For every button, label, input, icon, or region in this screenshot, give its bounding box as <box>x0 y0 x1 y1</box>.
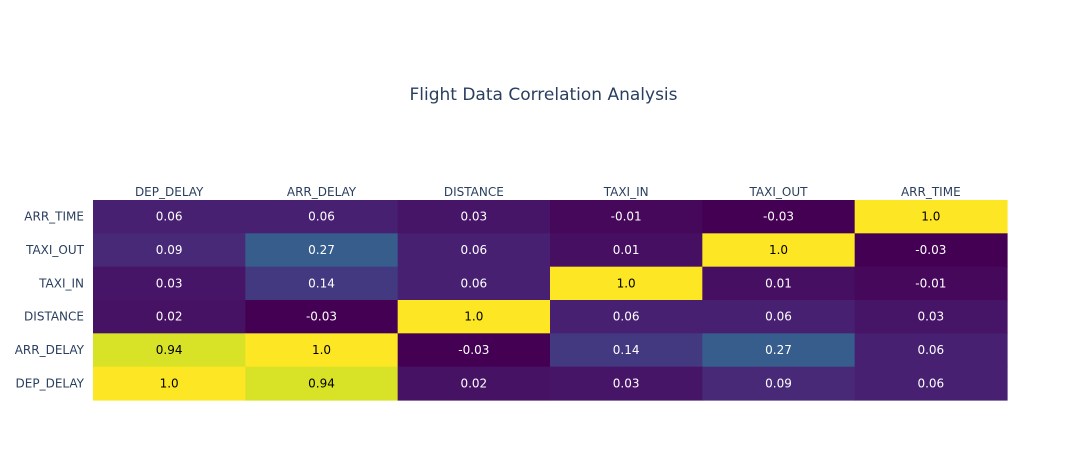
cell-value-label: -0.03 <box>763 210 794 224</box>
heatmap-cell <box>93 366 246 401</box>
cell-value-label: 1.0 <box>312 343 331 357</box>
heatmap-cell <box>702 366 856 401</box>
heatmap-cell <box>854 366 1008 401</box>
heatmap-cell <box>93 233 246 268</box>
heatmap-cell <box>550 333 703 368</box>
y-axis-tick-labels: ARR_TIME TAXI_OUT TAXI_IN DISTANCE ARR_DELAY… <box>15 210 85 391</box>
heatmap-cell <box>854 233 1008 268</box>
cell-value-label: 0.14 <box>308 276 335 290</box>
x-axis-tick-labels: DEP_DELAY ARR_DELAY DISTANCE TAXI_IN TAXI_OU… <box>135 185 961 199</box>
heatmap-cell <box>245 200 399 234</box>
heatmap-cell <box>397 233 551 268</box>
cell-value-label: 0.06 <box>156 210 183 224</box>
heatmap-cell <box>854 333 1008 368</box>
y-tick-label: ARR_TIME <box>24 210 84 224</box>
y-tick-label: DISTANCE <box>24 310 84 324</box>
heatmap-cell <box>93 333 246 368</box>
x-tick-label: DEP_DELAY <box>135 185 204 199</box>
cell-value-label: 0.09 <box>156 243 183 257</box>
x-tick-label: TAXI_OUT <box>749 185 809 199</box>
heatmap-cell <box>397 333 551 368</box>
heatmap-cell <box>854 266 1008 301</box>
cell-value-label: -0.03 <box>458 343 489 357</box>
heatmap-cell <box>245 233 399 268</box>
cell-value-label: -0.01 <box>915 276 946 290</box>
x-tick-label: DISTANCE <box>444 185 504 199</box>
cell-value-label: 0.06 <box>917 376 944 390</box>
cell-value-label: 0.06 <box>765 310 792 324</box>
cell-value-label: 1.0 <box>921 210 940 224</box>
y-tick-label: TAXI_OUT <box>25 243 85 257</box>
cell-value-label: 0.02 <box>156 310 183 324</box>
cell-value-label: -0.03 <box>915 243 946 257</box>
chart-title: Flight Data Correlation Analysis <box>409 85 677 105</box>
heatmap-cell <box>93 266 246 301</box>
cell-value-label: 1.0 <box>769 243 788 257</box>
cell-value-label: 0.94 <box>308 376 335 390</box>
heatmap-cell <box>702 233 856 268</box>
cell-value-label: 1.0 <box>464 310 483 324</box>
heatmap-cell <box>397 200 551 234</box>
heatmap-cell <box>550 200 703 234</box>
heatmap-cell <box>702 266 856 301</box>
heatmap-cell <box>397 266 551 301</box>
heatmap-cell <box>93 200 246 234</box>
heatmap-cell <box>854 300 1008 334</box>
heatmap-cell-labels: 0.06 0.06 0.03 -0.01 -0.03 1.0 0.09 0.27 0.06 0.0… <box>156 210 947 391</box>
cell-value-label: 0.94 <box>156 343 183 357</box>
cell-value-label: 0.03 <box>460 210 487 224</box>
y-tick-label: ARR_DELAY <box>15 343 85 357</box>
heatmap-cells <box>93 200 1008 401</box>
x-tick-label: ARR_TIME <box>901 185 961 199</box>
heatmap-cell <box>702 300 856 334</box>
cell-value-label: 0.02 <box>460 376 487 390</box>
cell-value-label: 0.06 <box>460 243 487 257</box>
heatmap-cell <box>550 366 703 401</box>
cell-value-label: 0.03 <box>156 276 183 290</box>
cell-value-label: 0.14 <box>613 343 640 357</box>
cell-value-label: 0.06 <box>613 310 640 324</box>
cell-value-label: 0.01 <box>613 243 640 257</box>
cell-value-label: 1.0 <box>617 276 636 290</box>
cell-value-label: -0.01 <box>611 210 642 224</box>
heatmap-cell <box>397 300 551 334</box>
heatmap-cell <box>550 233 703 268</box>
heatmap-cell <box>702 200 856 234</box>
heatmap-cell <box>93 300 246 334</box>
cell-value-label: 0.06 <box>917 343 944 357</box>
heatmap-cell <box>550 300 703 334</box>
cell-value-label: 0.27 <box>308 243 335 257</box>
heatmap-cell <box>397 366 551 401</box>
y-tick-label: TAXI_IN <box>38 276 84 290</box>
heatmap-cell <box>245 266 399 301</box>
heatmap-cell <box>550 266 703 301</box>
cell-value-label: 0.27 <box>765 343 792 357</box>
x-tick-label: TAXI_IN <box>603 185 649 199</box>
x-tick-label: ARR_DELAY <box>287 185 357 199</box>
heatmap-cell <box>702 333 856 368</box>
cell-value-label: 0.09 <box>765 376 792 390</box>
heatmap-cell <box>854 200 1008 234</box>
cell-value-label: 0.06 <box>308 210 335 224</box>
y-tick-label: DEP_DELAY <box>16 376 85 390</box>
cell-value-label: 0.01 <box>765 276 792 290</box>
heatmap-cell <box>245 300 399 334</box>
heatmap-cell <box>245 333 399 368</box>
cell-value-label: 1.0 <box>160 376 179 390</box>
cell-value-label: 0.03 <box>917 310 944 324</box>
cell-value-label: 0.06 <box>460 276 487 290</box>
cell-value-label: -0.03 <box>306 310 337 324</box>
cell-value-label: 0.03 <box>613 376 640 390</box>
heatmap-cell <box>245 366 399 401</box>
